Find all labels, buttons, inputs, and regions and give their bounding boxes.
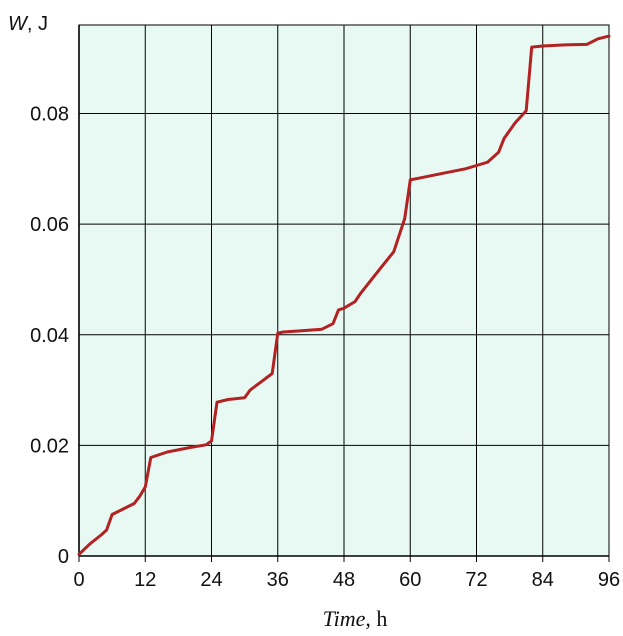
x-tick-label: 84 — [532, 569, 554, 591]
series-layer — [77, 34, 611, 556]
x-tick-label: 24 — [200, 569, 222, 591]
tick-labels: 0 12 24 36 48 60 72 84 96 0 0.02 0.04 0.06 0.08 — [30, 104, 620, 592]
x-tick-label: 36 — [267, 569, 289, 591]
x-axis-label: Time, h — [323, 606, 388, 631]
y-tick-label: 0.08 — [30, 104, 69, 126]
y-axis-label-symbol: W — [8, 13, 29, 35]
x-tick-label: 96 — [598, 569, 620, 591]
x-tick-label: 72 — [465, 569, 487, 591]
y-tick-label: 0 — [58, 546, 69, 568]
y-tick-label: 0.04 — [30, 325, 69, 347]
y-tick-label: 0.02 — [30, 435, 69, 457]
axes — [78, 24, 610, 562]
x-tick-label: 12 — [134, 569, 156, 591]
series-line — [77, 34, 611, 556]
x-axis-label-symbol: Time — [323, 606, 366, 631]
y-tick-label: 0.06 — [30, 214, 69, 236]
x-tick-label: 0 — [73, 569, 84, 591]
x-tick-label: 48 — [333, 569, 355, 591]
x-tick-label: 60 — [399, 569, 421, 591]
y-axis-label-unit: , J — [27, 13, 48, 35]
x-axis-label-unit: , h — [365, 606, 387, 631]
y-axis-label: W, J — [8, 13, 48, 35]
grid-lines — [79, 25, 609, 556]
